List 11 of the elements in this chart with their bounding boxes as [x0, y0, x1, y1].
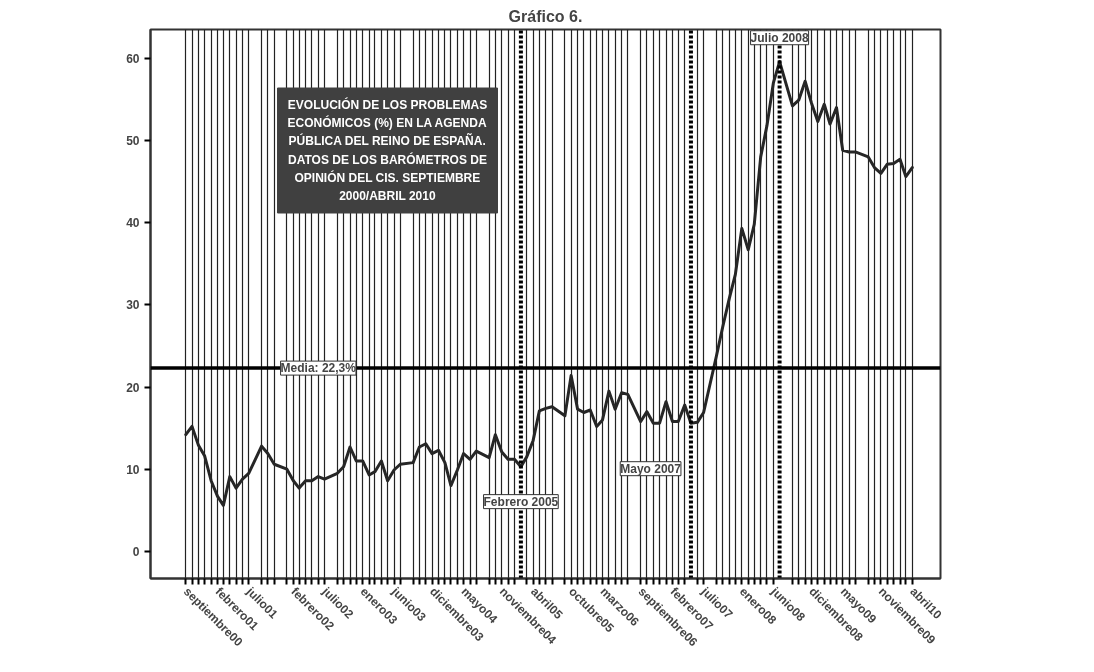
- y-tick-label: 40: [126, 216, 140, 231]
- ref-line-label: Julio 2008: [750, 30, 809, 45]
- y-tick-label: 10: [126, 462, 140, 477]
- y-tick-label: 60: [126, 51, 140, 66]
- y-tick-label: 30: [126, 298, 140, 313]
- y-tick-label: 50: [126, 133, 140, 148]
- y-tick-label: 20: [126, 380, 140, 395]
- y-tick-label: 0: [132, 544, 140, 559]
- annotation: EVOLUCIÓN DE LOS PROBLEMAS ECONÓMICOS (%) EN LA AGENDA PÚBLICA DEL REINO DE ESPAÑA. DATOS DE LOS BARÓMETROS DE OPINIÓN DEL CIS. SEPTIEMBRE 2000/ABRIL 2010: [287, 97, 488, 203]
- ref-line-label: Febrero 2005: [483, 494, 559, 509]
- chart-title: Gráfico 6.: [508, 7, 583, 25]
